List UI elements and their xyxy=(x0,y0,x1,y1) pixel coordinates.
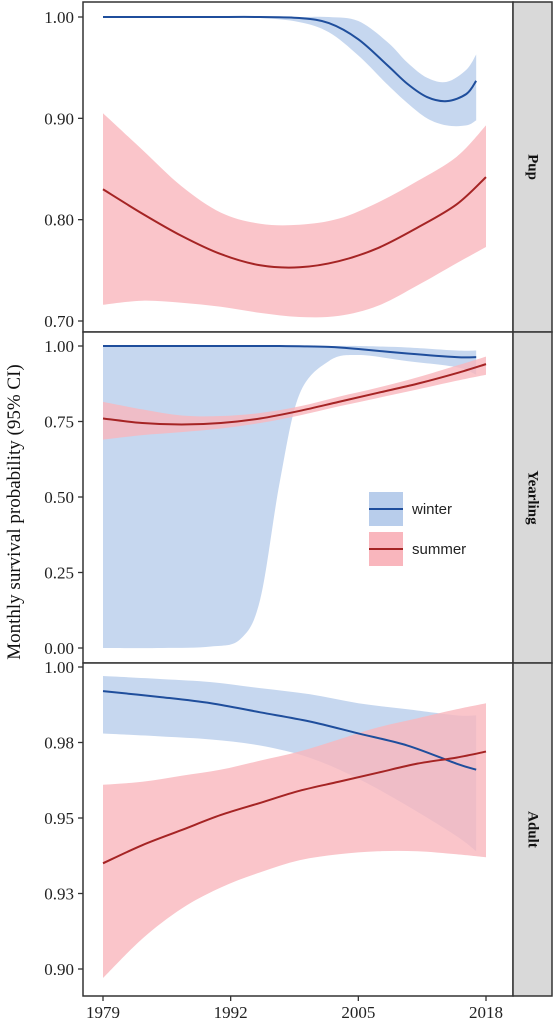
yearling-y-tick-label: 0.25 xyxy=(44,564,74,583)
pup-summer-ci-ribbon xyxy=(103,113,486,318)
strip-label-pup: Pup xyxy=(525,154,541,180)
adult-y-tick-label: 0.98 xyxy=(44,734,74,753)
strip-pup xyxy=(512,1,553,333)
adult-y-tick-label: 0.90 xyxy=(44,960,74,979)
x-tick-label: 1979 xyxy=(86,1003,120,1022)
adult-y-tick-label: 0.95 xyxy=(44,809,74,828)
adult-y-tick-label: 1.00 xyxy=(44,658,74,677)
strip-label-yearling: Yearling xyxy=(525,470,541,525)
legend-label-winter: winter xyxy=(411,501,452,518)
x-tick-label: 1992 xyxy=(214,1003,248,1022)
legend: winter summer xyxy=(369,492,466,566)
yearling-y-tick-label: 1.00 xyxy=(44,337,74,356)
yearling-summer-line xyxy=(102,363,487,426)
y-axis-label: Monthly survival probability (95% CI) xyxy=(4,364,25,660)
pup-y-tick-label: 1.00 xyxy=(44,8,74,27)
strip-adult xyxy=(512,662,553,997)
adult-summer-ci-ribbon xyxy=(103,703,486,979)
pup-y-tick-label: 0.80 xyxy=(44,211,74,230)
strip-label-adult: Adult xyxy=(525,811,541,848)
x-tick-label: 2018 xyxy=(469,1003,503,1022)
pup-winter-ci-ribbon xyxy=(103,16,477,127)
pup-summer-line xyxy=(102,176,487,269)
adult-y-tick-label: 0.93 xyxy=(44,885,74,904)
adult-summer-line xyxy=(102,750,487,865)
legend-label-summer: summer xyxy=(412,541,466,558)
x-tick-label: 2005 xyxy=(341,1003,375,1022)
yearling-y-tick-label: 0.00 xyxy=(44,639,74,658)
adult-winter-ci-ribbon xyxy=(103,676,477,852)
pup-y-tick-label: 0.70 xyxy=(44,312,74,331)
pup-winter-line xyxy=(103,15,478,103)
pup-y-tick-label: 0.90 xyxy=(44,109,74,128)
yearling-y-tick-label: 0.75 xyxy=(44,413,74,432)
strip-yearling xyxy=(512,331,553,664)
yearling-summer-ci-ribbon xyxy=(103,356,486,440)
yearling-y-tick-label: 0.50 xyxy=(44,488,74,507)
yearling-winter-line xyxy=(103,344,477,359)
